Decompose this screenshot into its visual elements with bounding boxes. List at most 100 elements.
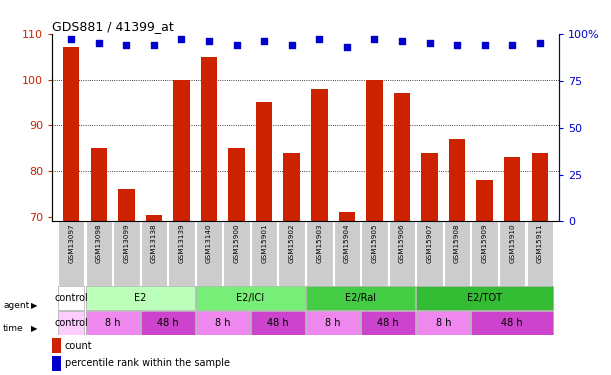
Text: E2/Ral: E2/Ral — [345, 293, 376, 303]
Point — [480, 42, 489, 48]
Bar — [338, 212, 355, 222]
Bar — [499, 222, 525, 286]
Text: 8 h: 8 h — [325, 318, 341, 328]
Bar — [416, 222, 443, 286]
Bar — [196, 222, 222, 286]
Text: control: control — [54, 293, 88, 303]
Text: GSM13098: GSM13098 — [96, 224, 102, 263]
Point — [507, 42, 517, 48]
Bar — [118, 189, 134, 222]
Point — [342, 44, 352, 50]
Bar — [141, 222, 167, 286]
Text: ▶: ▶ — [31, 324, 37, 333]
Text: time: time — [3, 324, 24, 333]
Text: GSM13097: GSM13097 — [68, 224, 74, 263]
Text: agent: agent — [3, 301, 29, 310]
Bar — [173, 80, 190, 222]
Bar — [141, 311, 195, 335]
Bar — [527, 222, 553, 286]
Bar — [52, 356, 61, 371]
Bar — [63, 48, 79, 222]
Text: GSM15902: GSM15902 — [289, 224, 295, 263]
Bar — [421, 153, 438, 222]
Text: E2: E2 — [134, 293, 146, 303]
Text: GSM15911: GSM15911 — [537, 224, 543, 263]
Point — [204, 38, 214, 44]
Text: GSM15905: GSM15905 — [371, 224, 378, 263]
Bar — [306, 286, 415, 310]
Text: 48 h: 48 h — [378, 318, 399, 328]
Text: 48 h: 48 h — [502, 318, 523, 328]
Bar — [361, 222, 387, 286]
Bar — [196, 286, 305, 310]
Text: GSM15900: GSM15900 — [233, 224, 240, 263]
Text: GSM15907: GSM15907 — [426, 224, 433, 263]
Text: GSM13099: GSM13099 — [123, 224, 130, 263]
Bar — [86, 311, 139, 335]
Bar — [113, 222, 139, 286]
Bar — [224, 222, 250, 286]
Point — [177, 36, 186, 42]
Bar — [58, 286, 84, 310]
Text: GDS881 / 41399_at: GDS881 / 41399_at — [52, 20, 174, 33]
Bar — [504, 158, 521, 222]
Text: E2/ICI: E2/ICI — [236, 293, 265, 303]
Bar — [444, 222, 470, 286]
Point — [232, 42, 241, 48]
Bar — [196, 311, 250, 335]
Bar — [472, 222, 498, 286]
Text: GSM13140: GSM13140 — [206, 224, 212, 263]
Text: GSM15908: GSM15908 — [454, 224, 460, 263]
Text: GSM15901: GSM15901 — [261, 224, 267, 263]
Text: control: control — [54, 318, 88, 328]
Text: GSM13139: GSM13139 — [178, 224, 185, 263]
Bar — [52, 339, 61, 353]
Point — [370, 36, 379, 42]
Text: GSM15909: GSM15909 — [481, 224, 488, 263]
Bar — [477, 180, 493, 222]
Bar — [284, 153, 300, 222]
Bar — [86, 222, 112, 286]
Bar — [366, 80, 382, 222]
Text: 48 h: 48 h — [267, 318, 289, 328]
Bar — [251, 222, 277, 286]
Bar — [58, 222, 84, 286]
Bar — [90, 148, 107, 222]
Bar — [256, 102, 273, 222]
Text: 8 h: 8 h — [215, 318, 230, 328]
Point — [535, 40, 544, 46]
Point — [425, 40, 434, 46]
Bar — [279, 222, 305, 286]
Bar — [393, 93, 410, 222]
Bar — [306, 311, 360, 335]
Text: GSM15910: GSM15910 — [509, 224, 515, 263]
Text: 8 h: 8 h — [436, 318, 451, 328]
Text: GSM15906: GSM15906 — [399, 224, 405, 263]
Text: percentile rank within the sample: percentile rank within the sample — [65, 358, 230, 368]
Bar — [361, 311, 415, 335]
Point — [67, 36, 76, 42]
Bar — [311, 88, 327, 222]
Bar — [201, 57, 218, 222]
Text: E2/TOT: E2/TOT — [467, 293, 502, 303]
Point — [287, 42, 296, 48]
Bar — [532, 153, 548, 222]
Point — [259, 38, 269, 44]
Bar — [306, 222, 332, 286]
Point — [122, 42, 131, 48]
Point — [315, 36, 324, 42]
Bar — [145, 214, 162, 222]
Bar — [168, 222, 195, 286]
Bar — [58, 311, 84, 335]
Bar — [86, 286, 195, 310]
Bar — [251, 311, 305, 335]
Bar — [449, 139, 466, 222]
Text: 48 h: 48 h — [157, 318, 178, 328]
Bar — [334, 222, 360, 286]
Text: ▶: ▶ — [31, 301, 37, 310]
Point — [452, 42, 462, 48]
Text: GSM13138: GSM13138 — [151, 224, 157, 263]
Text: GSM15903: GSM15903 — [316, 224, 322, 263]
Bar — [416, 311, 470, 335]
Text: 8 h: 8 h — [105, 318, 120, 328]
